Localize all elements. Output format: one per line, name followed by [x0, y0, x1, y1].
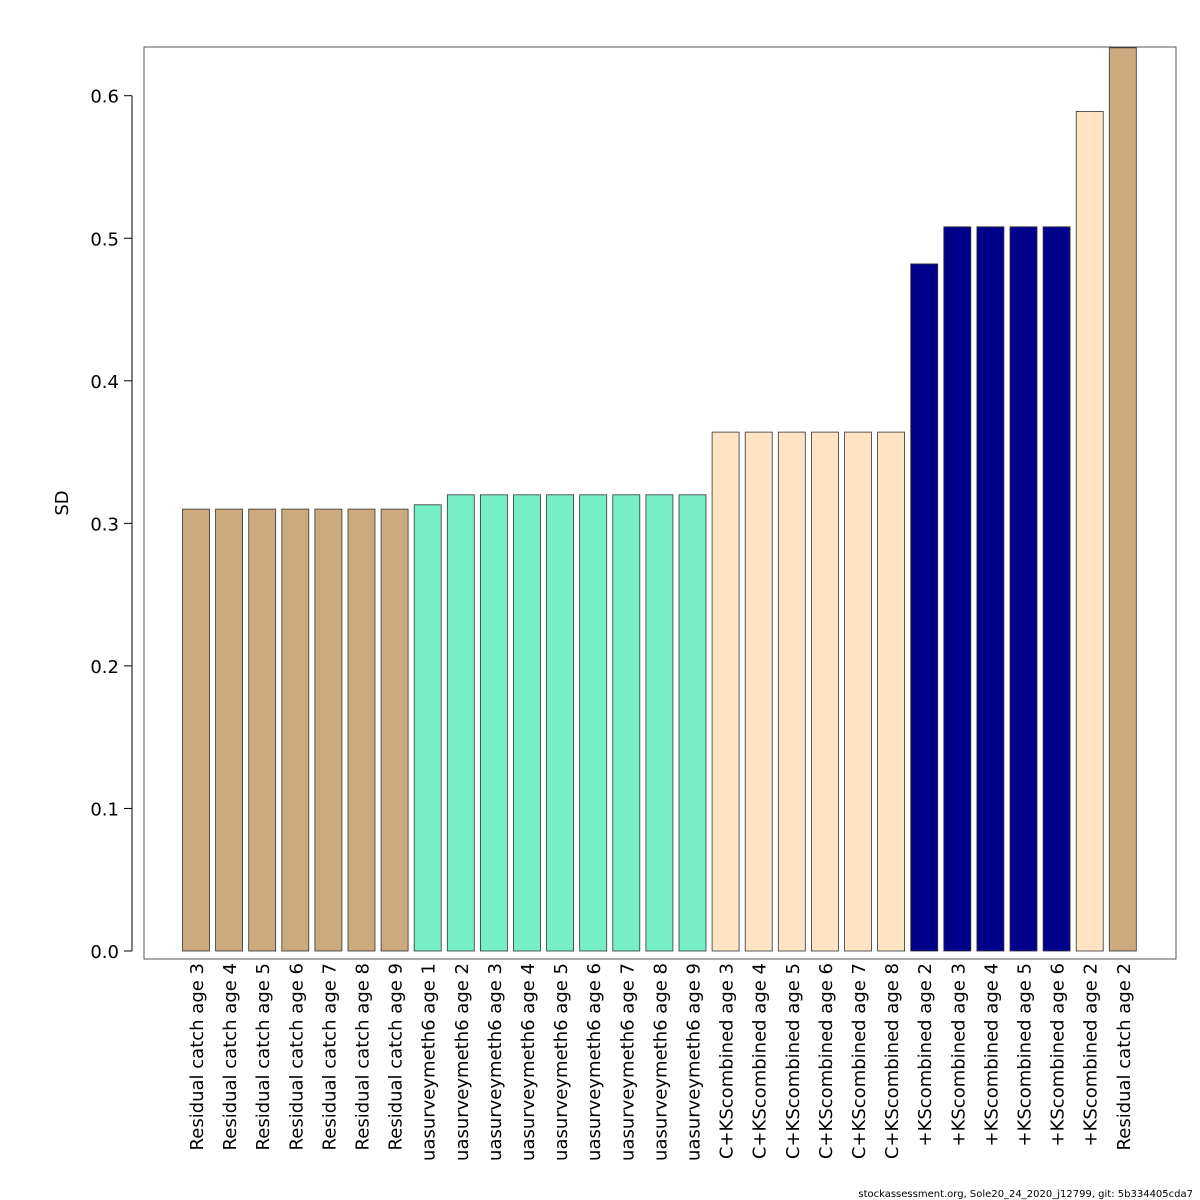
category-labels: Residual catch age 3 Residual catch age 4… — [187, 963, 1135, 1161]
x-category-label: +KScombined age 4 — [981, 963, 1002, 1147]
x-category-label: Residual catch age 7 — [319, 963, 340, 1150]
y-tick-label: 0.4 — [90, 372, 119, 393]
x-category-label: Residual catch age 5 — [253, 963, 274, 1150]
bar — [347, 508, 376, 952]
x-category-label: +KScombined age 3 — [948, 963, 969, 1147]
y-tick-label: 0.1 — [90, 799, 119, 820]
x-category-label: uasurveymeth6 age 5 — [551, 963, 572, 1161]
bar — [976, 226, 1005, 952]
bar — [844, 431, 872, 952]
x-category-label: +KScombined age 6 — [1048, 963, 1069, 1147]
bar — [910, 263, 939, 952]
x-category-label: C+KScombined age 4 — [750, 963, 771, 1159]
x-category-label: C+KScombined age 6 — [816, 963, 837, 1159]
x-category-label: Residual catch age 3 — [187, 963, 208, 1150]
x-category-label: uasurveymeth6 age 2 — [452, 963, 473, 1161]
y-tick-label: 0.0 — [90, 942, 119, 963]
x-category-label: uasurveymeth6 age 8 — [650, 963, 671, 1161]
bar — [645, 494, 674, 952]
bar — [513, 494, 541, 952]
x-category-label: uasurveymeth6 age 4 — [518, 963, 539, 1161]
x-category-label: uasurveymeth6 age 6 — [584, 963, 605, 1161]
bar — [380, 508, 409, 952]
footer-note: stockassessment.org, Sole20_24_2020_j127… — [858, 1189, 1193, 1200]
bar — [678, 494, 707, 952]
bar — [1108, 47, 1137, 952]
bar — [1009, 226, 1038, 952]
y-tick-label: 0.2 — [90, 657, 119, 678]
x-category-label: Residual catch age 6 — [286, 963, 307, 1150]
x-category-label: Residual catch age 8 — [353, 963, 374, 1150]
bar — [1075, 111, 1104, 952]
x-category-label: C+KScombined age 8 — [882, 963, 903, 1159]
y-axis: 0.0 0.1 0.2 0.3 0.4 0.5 0.6 — [90, 87, 133, 963]
y-tick-label: 0.3 — [90, 514, 119, 535]
bar — [281, 508, 310, 952]
bar — [248, 508, 277, 952]
bar — [479, 494, 508, 952]
bar — [579, 494, 608, 952]
bars — [182, 47, 1137, 952]
bar — [215, 508, 244, 952]
bar — [182, 508, 210, 952]
bar — [943, 226, 972, 952]
x-category-label: uasurveymeth6 age 7 — [617, 963, 638, 1161]
bar — [413, 504, 442, 952]
x-category-label: C+KScombined age 5 — [783, 963, 804, 1159]
bar — [711, 431, 740, 952]
y-axis-title: SD — [52, 490, 73, 515]
bar — [314, 508, 343, 952]
bar — [877, 431, 905, 952]
bar — [546, 494, 574, 952]
x-category-label: C+KScombined age 3 — [717, 963, 738, 1159]
x-category-label: uasurveymeth6 age 1 — [419, 963, 440, 1161]
plot-frame — [143, 46, 1177, 960]
x-category-label: Residual catch age 2 — [1114, 963, 1135, 1150]
x-category-label: uasurveymeth6 age 3 — [485, 963, 506, 1161]
bar — [744, 431, 773, 952]
y-tick-label: 0.5 — [90, 229, 119, 250]
bar — [777, 431, 806, 952]
x-category-label: +KScombined age 2 — [915, 963, 936, 1147]
x-category-label: Residual catch age 9 — [386, 963, 407, 1150]
y-tick-label: 0.6 — [90, 87, 119, 108]
bar — [612, 494, 641, 952]
x-category-label: C+KScombined age 7 — [849, 963, 870, 1159]
x-category-label: +KScombined age 2 — [1081, 963, 1102, 1147]
x-category-label: Residual catch age 4 — [220, 963, 241, 1150]
bar — [1042, 226, 1071, 952]
x-category-label: +KScombined age 5 — [1015, 963, 1036, 1147]
bar — [811, 431, 839, 952]
bar — [446, 494, 475, 952]
x-category-label: uasurveymeth6 age 9 — [684, 963, 705, 1161]
